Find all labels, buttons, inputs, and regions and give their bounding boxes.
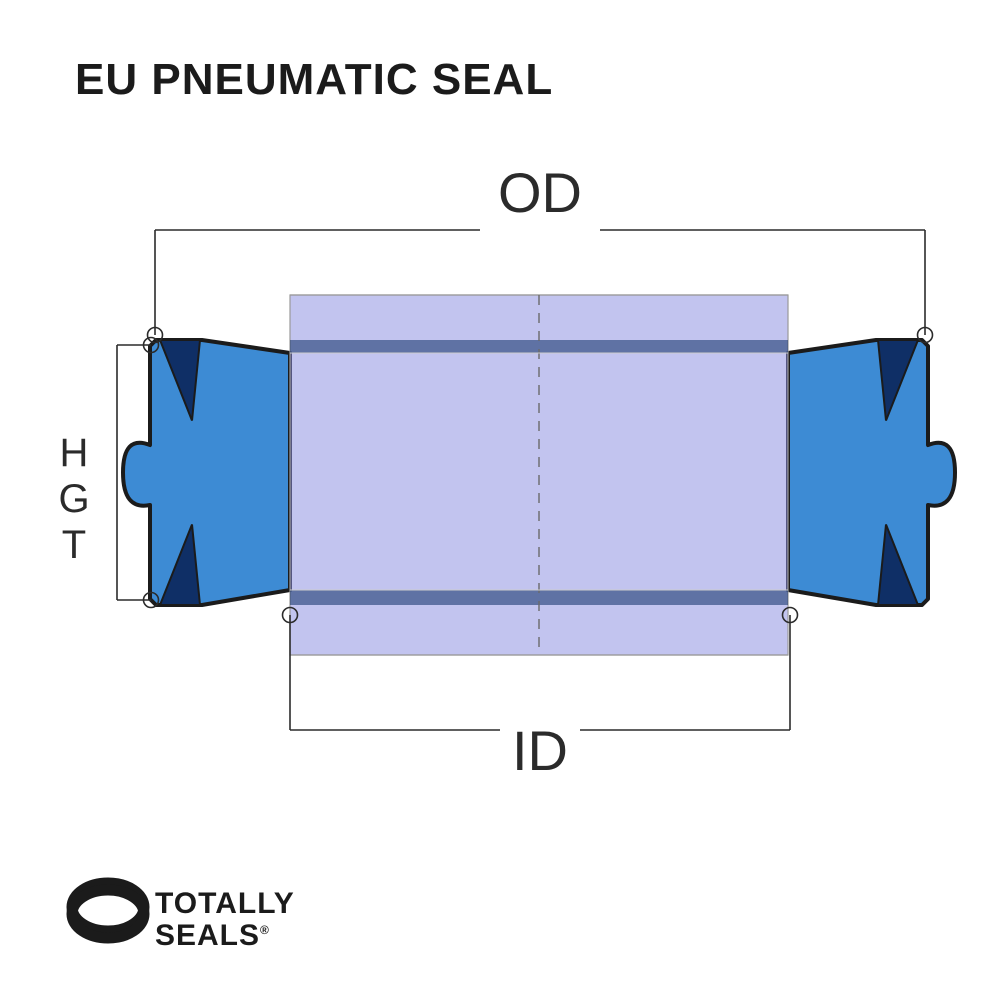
hgt-letter-t: T — [45, 522, 105, 568]
brand-line1: TOTALLY — [155, 888, 295, 920]
registered-mark: ® — [260, 923, 270, 937]
id-label: ID — [460, 718, 620, 783]
od-label: OD — [460, 160, 620, 225]
seal-diagram — [0, 0, 1000, 1000]
hgt-letter-h: H — [45, 430, 105, 476]
hgt-letter-g: G — [45, 476, 105, 522]
brand-text: TOTALLY SEALS® — [155, 888, 295, 951]
hgt-label: H G T — [45, 430, 105, 568]
brand-line2: SEALS — [155, 919, 260, 952]
